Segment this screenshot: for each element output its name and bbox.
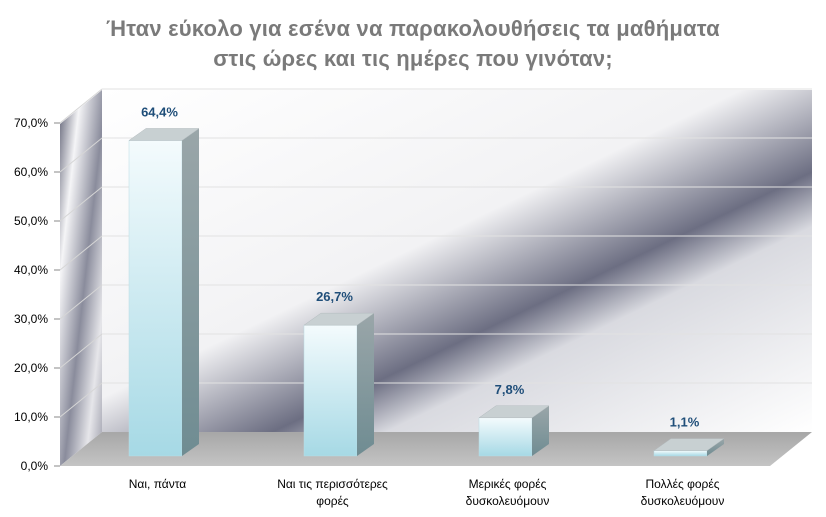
y-tick-label: 70,0% (14, 116, 48, 130)
gridline-side (59, 382, 103, 418)
bar-side (707, 438, 724, 456)
side-wall (60, 90, 102, 466)
chart-title-line-2: στις ώρες και τις ημέρες που γινόταν; (213, 46, 613, 71)
x-tick-label: δυσκολευόμουν (641, 494, 725, 508)
bar-top (653, 438, 725, 451)
gridline-side (59, 333, 103, 369)
x-tick-label: Πολλές φορές (646, 477, 720, 491)
data-label: 1,1% (670, 415, 700, 430)
gridline-side (59, 235, 103, 271)
back-wall (102, 90, 812, 432)
bar-top (128, 128, 200, 141)
gridline-side (59, 284, 103, 320)
bar-side (182, 128, 199, 456)
bar (478, 417, 533, 457)
data-label: 64,4% (141, 104, 178, 119)
gridline-side (59, 186, 103, 222)
y-tick-label: 60,0% (14, 165, 48, 179)
x-tick-label: Μερικές φορές (469, 477, 547, 491)
bar-side (532, 405, 549, 456)
bar (653, 450, 708, 457)
y-tick-label: 40,0% (14, 263, 48, 277)
x-tick-label: Ναι, πάντα (129, 477, 187, 491)
y-tick-label: 50,0% (14, 214, 48, 228)
y-tick-label: 10,0% (14, 410, 48, 424)
gridline-side (59, 88, 103, 124)
bar-top (303, 312, 375, 326)
bar-top (478, 405, 550, 419)
bar (128, 140, 183, 457)
bar-side (357, 313, 374, 456)
gridline-side (59, 137, 103, 173)
y-tick-label: 20,0% (14, 361, 48, 375)
y-tick-label: 30,0% (14, 312, 48, 326)
bar (303, 324, 358, 457)
data-label: 7,8% (495, 382, 525, 397)
floor (60, 432, 812, 466)
x-tick-label: Ναι τις περισσότερες (277, 477, 388, 491)
x-tick-label: φορές (316, 494, 349, 508)
y-tick-label: 0,0% (21, 459, 49, 473)
data-label: 26,7% (316, 289, 353, 304)
chart-title-line-1: Ήταν εύκολο για εσένα να παρακολουθήσεις… (106, 16, 720, 41)
x-tick-label: δυσκολευόμουν (466, 494, 550, 508)
